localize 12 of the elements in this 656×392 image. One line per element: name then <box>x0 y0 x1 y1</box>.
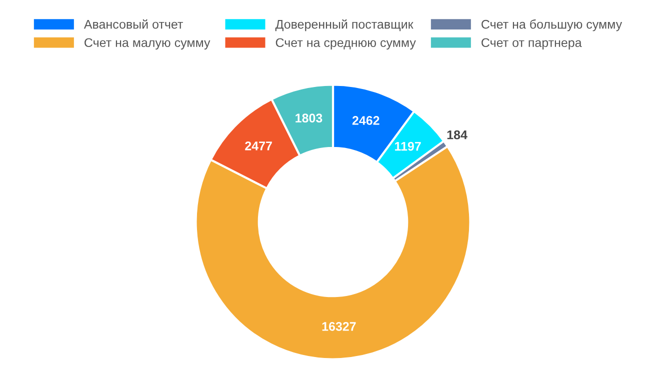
legend-label: Счет на большую сумму <box>482 19 622 32</box>
legend-label: Счет на малую сумму <box>84 38 210 50</box>
data-label: 2477 <box>245 141 272 150</box>
data-label: 16327 <box>322 322 356 331</box>
data-label: 1197 <box>395 142 421 151</box>
legend-label: Счет на среднюю сумму <box>276 38 416 50</box>
data-label: 184 <box>447 130 468 140</box>
legend-label: Авансовый отчет <box>84 19 183 29</box>
legend-label: Счет от партнера <box>482 38 582 50</box>
data-label: 1803 <box>296 114 322 123</box>
legend-label: Доверенный поставщик <box>275 19 414 32</box>
data-label: 2462 <box>352 116 380 125</box>
